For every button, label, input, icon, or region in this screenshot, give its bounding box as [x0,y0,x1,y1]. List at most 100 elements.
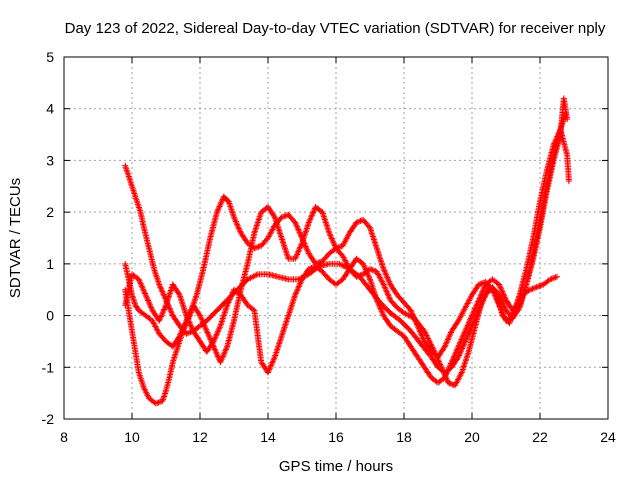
data-point-marker [456,342,462,349]
data-point-marker [155,399,162,406]
data-point-marker [211,335,218,342]
data-point-marker [148,306,155,312]
y-tick-label: -2 [42,411,55,427]
data-point-marker [360,260,367,267]
data-point-marker [295,284,302,291]
data-point-marker [158,313,165,320]
data-point-marker [436,360,443,367]
data-point-marker [461,329,468,336]
data-point-marker [375,299,381,306]
data-point-marker [412,318,419,325]
data-point-marker [293,252,300,259]
data-point-marker [232,217,239,224]
data-point-marker [417,328,424,335]
data-point-marker [234,221,241,228]
chart-title: Day 123 of 2022, Sidereal Day-to-day VTE… [65,20,606,37]
data-point-marker [294,250,301,256]
data-point-marker [501,292,508,299]
data-point-marker [307,216,313,223]
data-point-marker [464,322,471,329]
data-point-marker [498,307,505,314]
data-point-marker [177,331,184,338]
data-point-marker [361,263,368,270]
data-point-marker [217,202,224,209]
data-point-marker [215,327,222,334]
data-point-marker [554,273,560,280]
data-point-marker [492,293,499,300]
data-point-marker [310,209,317,216]
data-point-marker [231,215,238,222]
data-point-marker [178,329,185,335]
data-point-marker [326,231,333,238]
x-tick-label: 18 [396,429,412,445]
data-point-marker [210,338,217,345]
data-point-marker [303,244,310,251]
data-point-marker [477,292,484,299]
data-point-marker [305,219,312,226]
data-point-marker [384,291,391,298]
data-point-marker [167,306,174,313]
data-point-marker [223,346,229,353]
data-point-marker [196,311,203,318]
data-point-marker [454,345,461,351]
data-point-marker [501,313,508,320]
data-point-marker [226,296,233,303]
data-point-marker [489,286,496,293]
data-point-marker [443,339,450,346]
data-point-marker [141,289,148,296]
data-point-marker [548,275,555,282]
data-point-marker [270,213,277,219]
data-point-marker [443,371,449,378]
data-point-marker [199,318,206,325]
data-point-marker [481,284,488,291]
data-point-marker [493,295,500,302]
data-point-marker [295,247,302,254]
data-point-marker [415,324,422,331]
data-point-marker [211,346,218,353]
data-point-marker [479,288,486,295]
data-point-marker [236,227,243,233]
data-point-marker [499,288,506,295]
data-point-marker [217,359,224,366]
data-point-marker [453,347,460,354]
data-point-marker [266,365,273,372]
data-point-marker [292,291,299,298]
data-point-marker [462,326,469,333]
data-point-marker [227,293,234,300]
data-point-marker [383,271,390,278]
data-point-marker [295,248,302,255]
data-point-marker [183,312,190,319]
data-point-marker [298,241,305,248]
data-point-marker [450,354,457,361]
data-point-marker [478,290,485,296]
data-point-marker [142,291,149,298]
data-point-marker [297,279,304,286]
data-point-marker [447,361,454,368]
x-tick-label: 14 [260,429,276,445]
data-point-marker [498,287,505,294]
data-point-marker [223,345,230,351]
data-point-marker [143,294,150,301]
data-point-marker [439,365,445,372]
data-point-marker [472,305,479,312]
data-point-marker [217,200,224,207]
data-point-marker [175,334,182,341]
data-point-marker [216,325,223,332]
data-point-marker [237,228,244,235]
data-point-marker [161,305,168,311]
data-point-marker [448,360,454,367]
x-tick-label: 20 [464,429,480,445]
data-point-marker [330,239,337,246]
data-point-marker [162,303,169,310]
data-point-marker [227,295,234,302]
data-point-marker [187,307,194,314]
data-point-marker [157,284,164,291]
data-point-marker [189,325,195,332]
y-tick-label: 1 [46,256,54,272]
data-point-marker [490,289,497,296]
data-point-marker [214,330,221,336]
data-point-marker [454,346,461,353]
data-point-marker [496,302,503,309]
data-point-marker [418,331,425,338]
